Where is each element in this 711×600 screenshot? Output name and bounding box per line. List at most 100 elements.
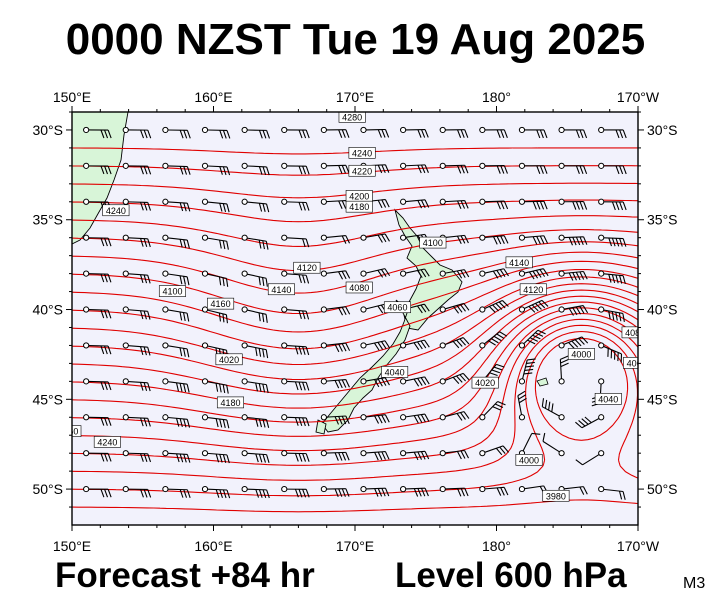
station-circle bbox=[479, 414, 486, 421]
station-circle bbox=[558, 126, 565, 134]
station-circle bbox=[281, 342, 288, 349]
station-circle bbox=[598, 198, 605, 205]
barb-flag bbox=[262, 419, 266, 428]
barb-flag bbox=[568, 342, 575, 350]
station-circle bbox=[201, 378, 209, 385]
barb-flag bbox=[262, 277, 265, 287]
lon-tick-label-bottom: 170°E bbox=[336, 538, 374, 554]
barb-flag bbox=[100, 417, 105, 426]
barb-flag bbox=[298, 346, 303, 355]
station-circle bbox=[439, 198, 446, 205]
barb-flag bbox=[495, 447, 503, 456]
station-circle bbox=[162, 234, 169, 241]
barb-flag bbox=[179, 129, 184, 139]
contour-label: 4080 bbox=[349, 283, 369, 293]
barb-flag bbox=[107, 165, 112, 175]
barb-flag bbox=[222, 203, 227, 212]
barb-flag bbox=[147, 238, 151, 248]
barb-flag bbox=[266, 454, 270, 463]
barb-flag bbox=[579, 129, 584, 139]
contour-label: 4080 bbox=[625, 328, 645, 338]
barb-flag bbox=[298, 489, 303, 498]
barb-flag bbox=[226, 419, 230, 429]
station-circle bbox=[241, 485, 248, 493]
station-circle bbox=[400, 342, 407, 349]
barb-flag bbox=[341, 343, 347, 352]
height-contour bbox=[72, 268, 638, 350]
barb-flag bbox=[526, 361, 535, 365]
station-circle bbox=[162, 126, 169, 134]
barb-flag bbox=[384, 451, 390, 460]
barb-flag bbox=[338, 343, 343, 352]
barb-flag bbox=[417, 305, 423, 314]
barb-flag bbox=[611, 201, 616, 211]
barb-flag bbox=[489, 372, 498, 377]
lon-tick-label-top: 180° bbox=[482, 89, 511, 105]
barb-flag bbox=[582, 271, 588, 280]
contour-label-box bbox=[345, 281, 373, 294]
barb-flag bbox=[298, 202, 303, 211]
barb-flag bbox=[377, 451, 383, 461]
barb-flag bbox=[493, 335, 502, 342]
station-circle bbox=[598, 126, 605, 134]
barb-flag bbox=[619, 165, 624, 175]
barb-flag bbox=[147, 275, 151, 284]
stewart-island bbox=[315, 419, 327, 435]
barb-flag bbox=[424, 199, 430, 208]
contour-label-box bbox=[293, 261, 321, 274]
contour-label: 4220 bbox=[352, 166, 372, 176]
barb-flag bbox=[186, 313, 190, 322]
barb-flag bbox=[493, 366, 503, 371]
barb-flag bbox=[543, 235, 549, 244]
barb-flag bbox=[255, 418, 259, 427]
barb-flag bbox=[535, 303, 542, 310]
barb-flag bbox=[377, 200, 383, 209]
barb-flag bbox=[305, 346, 310, 356]
contour-label-box bbox=[515, 454, 543, 466]
station-circle bbox=[558, 306, 565, 313]
barb-flag bbox=[305, 275, 310, 284]
barb-flag bbox=[575, 236, 581, 246]
barb-flag bbox=[377, 341, 384, 350]
barb-flag bbox=[218, 276, 222, 286]
station-circle bbox=[598, 485, 605, 493]
barb-flag bbox=[255, 489, 260, 498]
barb-flag bbox=[384, 233, 390, 242]
barb-flag bbox=[305, 417, 310, 427]
barb-flag bbox=[262, 166, 267, 176]
barb-flag bbox=[500, 487, 505, 496]
barb-flag bbox=[107, 345, 112, 355]
barb-flag bbox=[499, 446, 506, 454]
lat-tick-label-right: 50°S bbox=[647, 481, 678, 497]
lon-tick-label-top: 160°E bbox=[194, 89, 232, 105]
station-circle bbox=[162, 450, 169, 457]
barb-flag bbox=[338, 129, 343, 138]
barb-flag bbox=[384, 487, 390, 497]
barb-flag bbox=[502, 445, 510, 453]
barb-flag bbox=[496, 363, 505, 368]
station-circle bbox=[439, 450, 446, 457]
station-circle bbox=[83, 378, 90, 385]
barb-flag bbox=[542, 432, 546, 442]
contour-label-box bbox=[383, 301, 411, 314]
contour-label: 4100 bbox=[162, 287, 182, 297]
lat-tick-label-right: 45°S bbox=[647, 391, 678, 407]
barb-flag bbox=[568, 272, 574, 281]
barb-flag bbox=[583, 129, 588, 139]
barb-flag bbox=[186, 454, 191, 463]
barb-flag bbox=[381, 488, 386, 497]
station-circle bbox=[598, 378, 605, 385]
barb-flag bbox=[139, 310, 144, 320]
barb-flag bbox=[186, 130, 191, 139]
barb-flag bbox=[456, 375, 463, 383]
barb-flag bbox=[377, 305, 384, 314]
barb-flag bbox=[334, 416, 340, 425]
barb-flag bbox=[179, 202, 184, 212]
barb-flag bbox=[420, 304, 427, 313]
station-circle bbox=[241, 162, 248, 169]
barb-flag bbox=[518, 394, 527, 400]
barb-flag bbox=[345, 129, 350, 138]
station-circle bbox=[201, 198, 209, 205]
barb-flag bbox=[424, 268, 430, 277]
